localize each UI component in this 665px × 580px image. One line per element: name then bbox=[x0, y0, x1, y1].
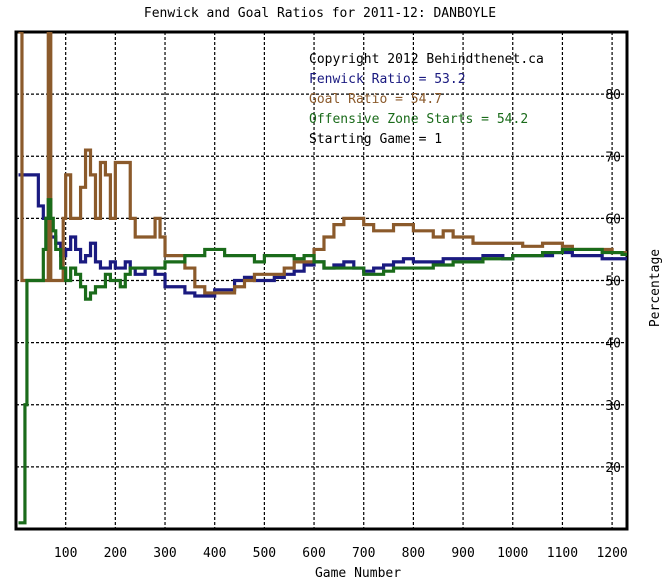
annotation-line: Offensive Zone Starts = 54.2 bbox=[309, 112, 528, 127]
x-tick-label: 800 bbox=[402, 546, 425, 561]
x-tick-label: 1000 bbox=[497, 546, 528, 561]
y-tick-label: 80 bbox=[605, 88, 621, 103]
series-line-2 bbox=[18, 198, 627, 525]
x-tick-label: 600 bbox=[302, 546, 325, 561]
y-tick-label: 40 bbox=[605, 337, 621, 352]
annotation-line: Starting Game = 1 bbox=[309, 132, 442, 147]
series-line-0 bbox=[18, 173, 627, 298]
grid bbox=[16, 32, 627, 529]
x-tick-label: 500 bbox=[253, 546, 276, 561]
x-tick-label: 1100 bbox=[547, 546, 578, 561]
x-tick-label: 400 bbox=[203, 546, 226, 561]
x-tick-labels: 100 200 300 400 500 600 700 800 900 1000 1100 1200 bbox=[54, 546, 628, 561]
x-tick-label: 300 bbox=[153, 546, 176, 561]
annotation-line: Goal Ratio = 54.7 bbox=[309, 92, 442, 107]
y-tick-labels: 20 30 40 50 60 70 80 bbox=[605, 88, 621, 476]
x-tick-label: 700 bbox=[352, 546, 375, 561]
x-tick-label: 200 bbox=[104, 546, 127, 561]
chart-title: Fenwick and Goal Ratios for 2011-12: DAN… bbox=[144, 6, 496, 21]
y-tick-label: 70 bbox=[605, 150, 621, 165]
annotation-line: Copyright 2012 Behindthenet.ca bbox=[309, 52, 544, 67]
y-tick-label: 50 bbox=[605, 275, 621, 290]
series-line-1 bbox=[18, 32, 627, 295]
annotations: Copyright 2012 Behindthenet.ca Fenwick Ra… bbox=[309, 52, 544, 147]
annotation-line: Fenwick Ratio = 53.2 bbox=[309, 72, 466, 87]
x-tick-label: 1200 bbox=[596, 546, 627, 561]
y-tick-label: 30 bbox=[605, 399, 621, 414]
y-tick-label: 20 bbox=[605, 461, 621, 476]
y-tick-label: 60 bbox=[605, 212, 621, 227]
series-group bbox=[18, 32, 627, 525]
x-tick-label: 100 bbox=[54, 546, 77, 561]
x-tick-label: 900 bbox=[451, 546, 474, 561]
y-axis-label: Percentage bbox=[648, 249, 663, 327]
plot-area bbox=[14, 30, 629, 531]
x-axis-label: Game Number bbox=[315, 566, 401, 580]
